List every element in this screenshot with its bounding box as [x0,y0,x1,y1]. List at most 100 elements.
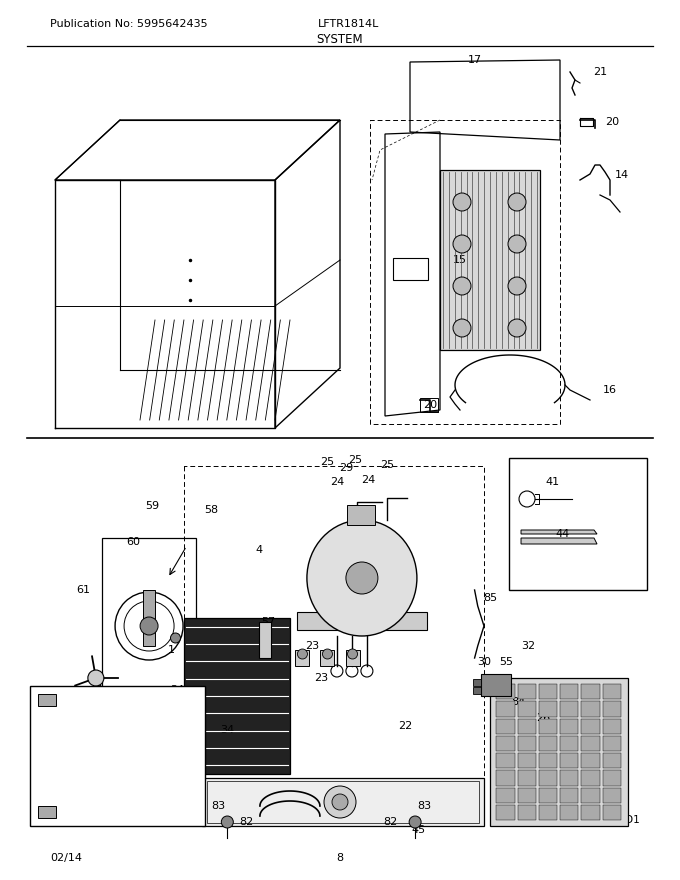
Bar [539,788,557,803]
Bar [581,736,600,751]
Text: 41: 41 [546,477,560,487]
Text: 24: 24 [361,475,375,485]
Text: 44: 44 [555,529,569,539]
Circle shape [508,235,526,253]
Bar [581,684,600,700]
Ellipse shape [307,520,417,636]
Bar [393,258,428,280]
Text: 8: 8 [337,853,343,863]
Circle shape [297,649,307,659]
Bar [581,788,600,803]
Text: 25: 25 [349,455,362,465]
Bar [539,770,557,786]
Text: 20: 20 [605,117,619,127]
Text: 16: 16 [603,385,617,395]
Bar [560,804,579,820]
Circle shape [453,277,471,295]
Text: 57: 57 [261,617,275,627]
Bar [581,718,600,734]
Bar [581,804,600,820]
Bar [38,806,56,818]
Text: 23: 23 [305,641,319,651]
Circle shape [453,235,471,253]
Bar [496,736,515,751]
Bar [560,701,579,716]
Text: 82: 82 [383,817,397,827]
Circle shape [171,633,180,643]
Bar [560,753,579,768]
Bar [539,736,557,751]
Bar [560,788,579,803]
Text: 24: 24 [330,477,344,487]
Bar [539,684,557,700]
Bar [602,684,621,700]
Bar [539,804,557,820]
Circle shape [508,193,526,211]
Bar [602,770,621,786]
Bar [295,650,309,666]
Circle shape [221,816,233,828]
Circle shape [346,562,378,594]
Bar [602,753,621,768]
Bar [345,650,360,666]
Text: 83: 83 [418,801,432,811]
Text: 14: 14 [615,170,629,180]
Text: 6: 6 [108,725,115,735]
Bar [560,770,579,786]
Bar [496,701,515,716]
Bar [517,770,536,786]
Bar [560,684,579,700]
Bar [473,679,481,686]
Bar [297,612,427,630]
Bar [517,788,536,803]
Bar [207,781,479,823]
Text: 34: 34 [220,725,235,735]
Circle shape [508,319,526,337]
Bar [517,684,536,700]
Bar [517,718,536,734]
Bar [496,718,515,734]
Text: 26: 26 [537,713,551,723]
Bar [143,590,155,646]
Circle shape [453,193,471,211]
Text: 29: 29 [339,463,354,473]
Circle shape [409,816,421,828]
Bar [539,701,557,716]
Polygon shape [521,530,597,534]
Text: 25: 25 [320,457,335,467]
Bar [602,804,621,820]
Circle shape [88,670,104,686]
Circle shape [347,649,358,659]
Bar [496,684,515,700]
Bar [259,622,271,658]
Ellipse shape [140,617,158,635]
Text: 58: 58 [205,505,219,515]
Text: 59: 59 [145,501,159,511]
Text: 23: 23 [314,673,328,683]
Text: 4: 4 [255,545,262,555]
Text: 20: 20 [423,400,437,410]
Circle shape [324,786,356,818]
Text: 1: 1 [167,645,175,655]
Text: 25: 25 [380,460,394,470]
Bar [496,753,515,768]
Circle shape [322,649,333,659]
Bar [581,753,600,768]
Circle shape [508,277,526,295]
Circle shape [171,745,180,755]
Bar [509,458,647,590]
Bar [496,788,515,803]
Text: LFTR1814L: LFTR1814L [318,19,379,29]
Text: 21: 21 [593,67,607,77]
Text: 02/14: 02/14 [50,853,82,863]
Text: 55: 55 [499,657,513,667]
Bar [320,650,335,666]
Bar [490,678,628,826]
Bar [481,674,511,696]
Text: SYSTEM: SYSTEM [317,33,363,46]
Bar [184,618,290,774]
Text: 84: 84 [511,697,526,707]
Polygon shape [521,538,597,544]
Text: 85: 85 [483,593,497,603]
Text: 30: 30 [477,657,491,667]
